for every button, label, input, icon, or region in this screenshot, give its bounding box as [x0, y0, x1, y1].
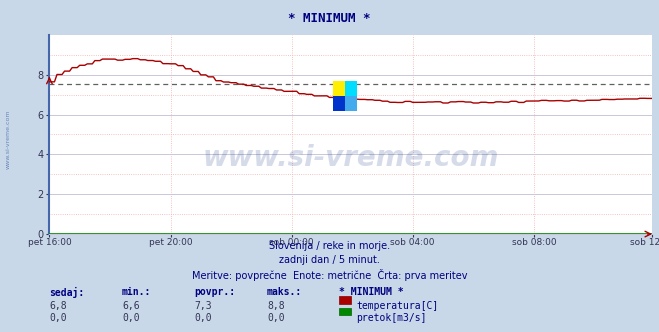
Text: Slovenija / reke in morje.: Slovenija / reke in morje. [269, 241, 390, 251]
Text: 6,8: 6,8 [49, 301, 67, 311]
Text: 6,6: 6,6 [122, 301, 140, 311]
Text: maks.:: maks.: [267, 287, 302, 297]
Text: www.si-vreme.com: www.si-vreme.com [203, 144, 499, 172]
Text: 0,0: 0,0 [267, 313, 285, 323]
Bar [345, 96, 357, 111]
Text: povpr.:: povpr.: [194, 287, 235, 297]
Text: temperatura[C]: temperatura[C] [357, 301, 439, 311]
Text: 7,3: 7,3 [194, 301, 212, 311]
Text: * MINIMUM *: * MINIMUM * [288, 12, 371, 25]
Text: min.:: min.: [122, 287, 152, 297]
Bar [333, 96, 345, 111]
Text: sedaj:: sedaj: [49, 287, 84, 298]
Text: 0,0: 0,0 [194, 313, 212, 323]
Text: pretok[m3/s]: pretok[m3/s] [357, 313, 427, 323]
Text: 0,0: 0,0 [122, 313, 140, 323]
Text: 8,8: 8,8 [267, 301, 285, 311]
Text: Meritve: povprečne  Enote: metrične  Črta: prva meritev: Meritve: povprečne Enote: metrične Črta:… [192, 269, 467, 281]
Bar [333, 81, 345, 96]
Text: www.si-vreme.com: www.si-vreme.com [5, 110, 11, 169]
Text: * MINIMUM *: * MINIMUM * [339, 287, 404, 297]
Bar [345, 81, 357, 96]
Text: zadnji dan / 5 minut.: zadnji dan / 5 minut. [279, 255, 380, 265]
Text: 0,0: 0,0 [49, 313, 67, 323]
